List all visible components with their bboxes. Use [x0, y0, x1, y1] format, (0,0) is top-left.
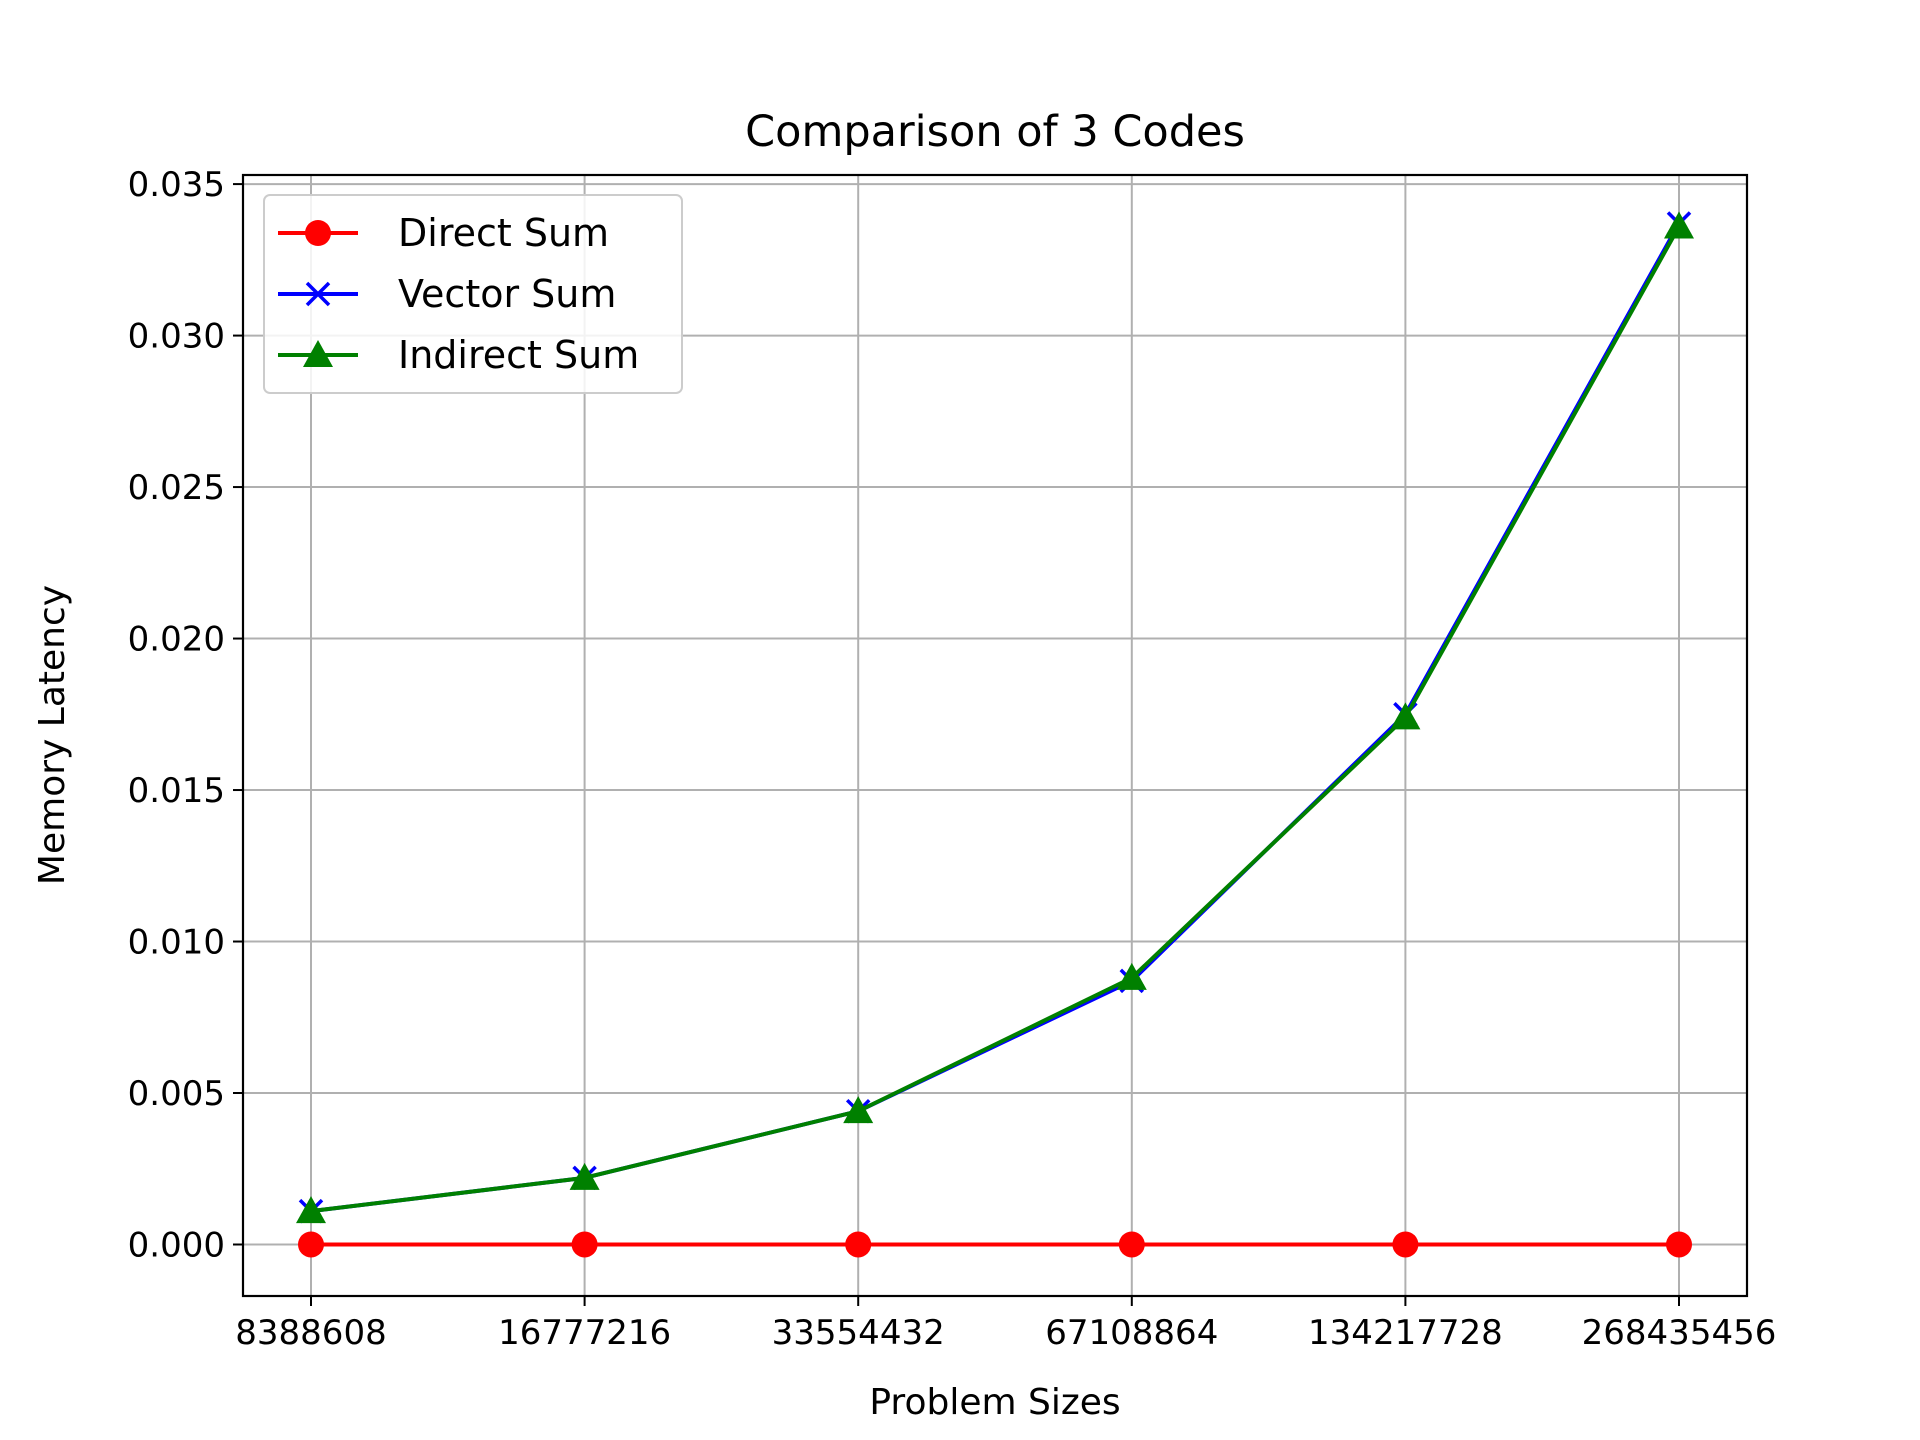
- legend-item: Direct Sum: [278, 211, 609, 255]
- data-point: [1390, 702, 1421, 730]
- legend-label: Direct Sum: [398, 211, 609, 255]
- plot-series: [296, 211, 1694, 1258]
- chart-title: Comparison of 3 Codes: [745, 107, 1245, 157]
- legend-marker: [303, 340, 333, 367]
- series-direct-sum: [298, 1231, 1692, 1258]
- legend-box: [263, 194, 683, 394]
- data-point: [1392, 1231, 1419, 1258]
- data-point: [1664, 211, 1694, 239]
- y-tick-label: 0.005: [128, 1074, 225, 1114]
- y-tick-label: 0.035: [128, 165, 225, 205]
- data-point: [571, 1231, 598, 1258]
- plot-frame: [241, 173, 1749, 1298]
- legend-label: Vector Sum: [398, 272, 616, 316]
- y-axis-title: Memory Latency: [32, 585, 73, 885]
- x-tick-label: 8388608: [235, 1313, 386, 1353]
- grid: [243, 175, 1747, 1296]
- series-indirect-sum: [296, 211, 1694, 1224]
- data-point: [1666, 1231, 1692, 1258]
- x-axis-title: Problem Sizes: [869, 1382, 1120, 1423]
- x-tick-label: 16777216: [498, 1313, 671, 1353]
- x-tick-label: 33554432: [772, 1313, 945, 1353]
- y-tick-label: 0.025: [128, 468, 225, 508]
- data-point: [845, 1231, 872, 1258]
- series-line: [310, 225, 1681, 1214]
- y-tick-label: 0.030: [128, 317, 225, 357]
- legend-label: Indirect Sum: [398, 333, 639, 377]
- y-tick-label: 0.020: [128, 620, 225, 660]
- data-point: [1116, 962, 1147, 990]
- data-point: [298, 1231, 324, 1258]
- y-tick-label: 0.015: [128, 771, 225, 811]
- data-point: [843, 1096, 874, 1124]
- legend-marker: [305, 281, 331, 307]
- x-tick-label: 268435456: [1582, 1313, 1777, 1353]
- y-tick-label: 0.000: [128, 1225, 225, 1265]
- y-tick-label: 0.010: [128, 923, 225, 963]
- legend-marker: [305, 220, 331, 246]
- legend-item: Vector Sum: [278, 272, 616, 316]
- data-point: [569, 1162, 600, 1190]
- x-tick-label: 67108864: [1045, 1313, 1218, 1353]
- data-point: [1118, 1231, 1145, 1258]
- axes: 8388608 16777216 33554432 67108864 134217728…: [128, 165, 1777, 1353]
- x-tick-label: 134217728: [1308, 1313, 1503, 1353]
- legend: Direct Sum Vector Sum Indirect Sum: [263, 194, 683, 394]
- legend-item: Indirect Sum: [278, 333, 639, 377]
- data-point: [296, 1196, 326, 1224]
